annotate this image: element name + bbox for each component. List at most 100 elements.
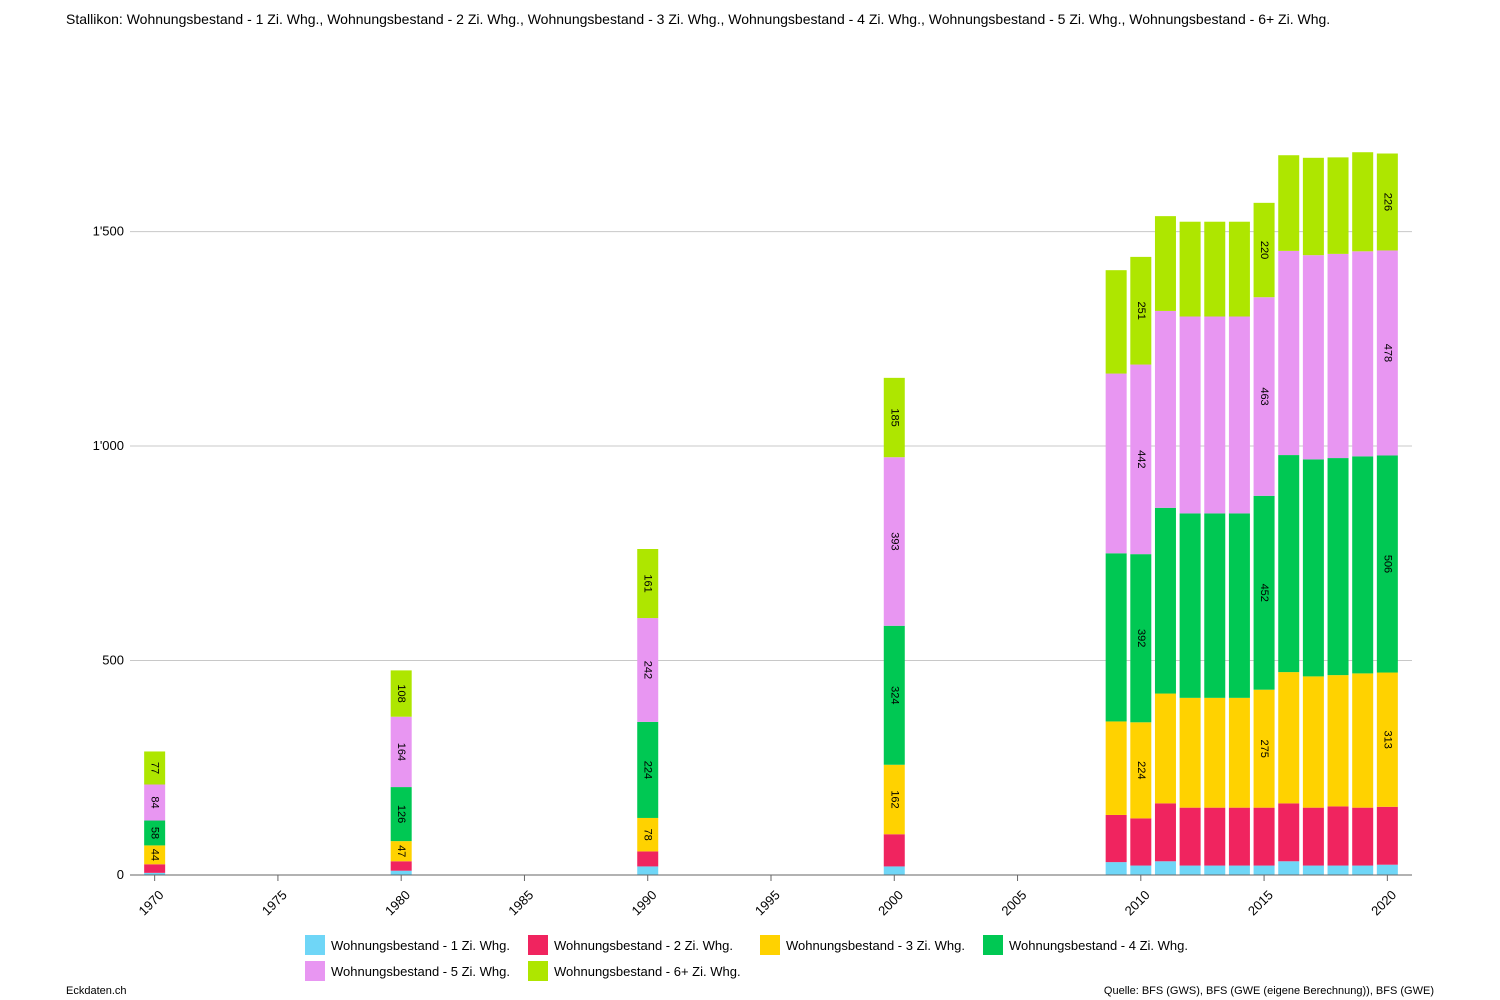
bar-segment (144, 872, 166, 875)
data-label: 220 (1258, 241, 1270, 259)
y-tick-label: 1'500 (93, 224, 124, 239)
bar-segment (1130, 364, 1152, 555)
y-tick-label: 500 (102, 653, 124, 668)
data-label: 324 (888, 686, 900, 704)
legend-item-5-zi[interactable]: Wohnungsbestand - 5 Zi. Whg. (305, 961, 528, 981)
data-label: 463 (1258, 387, 1270, 405)
data-label: 58 (149, 827, 161, 839)
bar-segment (1376, 672, 1398, 807)
x-tick-label: 1990 (629, 887, 660, 918)
bar-segment (1327, 806, 1349, 866)
chart-legend: Wohnungsbestand - 1 Zi. Whg. Wohnungsbes… (305, 932, 1305, 984)
data-label: 506 (1381, 555, 1393, 573)
bar-segment (390, 716, 412, 788)
legend-item-4-zi[interactable]: Wohnungsbestand - 4 Zi. Whg. (983, 935, 1188, 955)
bar-segment (144, 845, 166, 865)
bar-segment (1302, 676, 1324, 808)
legend-label: Wohnungsbestand - 5 Zi. Whg. (331, 963, 510, 979)
bar-segment (1105, 553, 1127, 722)
bar-segment (1327, 253, 1349, 459)
bar-segment (883, 377, 905, 458)
legend-swatch (305, 961, 325, 981)
data-label: 164 (395, 743, 407, 761)
bar-segment (637, 618, 659, 722)
bar-segment (1105, 721, 1127, 815)
bar-segment (1154, 861, 1176, 875)
legend-label: Wohnungsbestand - 6+ Zi. Whg. (554, 963, 741, 979)
bar-segment (1327, 865, 1349, 875)
bar-segment (637, 549, 659, 619)
bar-segment (1105, 814, 1127, 863)
bar-segment (1352, 807, 1374, 866)
data-label: 108 (395, 684, 407, 702)
bar-segment (144, 784, 166, 821)
bar-segment (1302, 807, 1324, 866)
legend-swatch (760, 935, 780, 955)
bar-segment (1253, 495, 1275, 690)
x-tick-label: 1985 (505, 887, 536, 918)
data-label: 161 (642, 574, 654, 592)
legend-item-3-zi[interactable]: Wohnungsbestand - 3 Zi. Whg. (760, 935, 983, 955)
footer-source: Quelle: BFS (GWS), BFS (GWE (eigene Bere… (1103, 985, 1434, 997)
bar-segment (1278, 803, 1300, 862)
bar-segment (1154, 803, 1176, 862)
bar-segment (1327, 157, 1349, 254)
bar-segment (1278, 155, 1300, 251)
bar-segment (1179, 865, 1201, 875)
bar-segment (1352, 152, 1374, 252)
bar-segment (1179, 221, 1201, 317)
bar-segment (1376, 864, 1398, 875)
legend-swatch (305, 935, 325, 955)
legend-label: Wohnungsbestand - 2 Zi. Whg. (554, 937, 733, 953)
data-label: 78 (642, 829, 654, 841)
legend-item-2-zi[interactable]: Wohnungsbestand - 2 Zi. Whg. (528, 935, 760, 955)
bar-segment (144, 864, 166, 873)
bar-segment (1130, 818, 1152, 866)
legend-swatch (528, 935, 548, 955)
y-tick-label: 0 (117, 867, 124, 882)
legend-row-2: Wohnungsbestand - 5 Zi. Whg. Wohnungsbes… (305, 958, 1305, 984)
bar-segment (1105, 862, 1127, 875)
bar-segment (1154, 507, 1176, 694)
bar-segment (1253, 865, 1275, 875)
legend-label: Wohnungsbestand - 1 Zi. Whg. (331, 937, 510, 953)
data-label: 224 (1135, 761, 1147, 779)
x-tick-label: 1980 (382, 887, 413, 918)
bar-segment (1204, 221, 1226, 317)
bar-segment (1327, 675, 1349, 807)
bar-segment (1228, 865, 1250, 875)
legend-item-6-zi[interactable]: Wohnungsbestand - 6+ Zi. Whg. (528, 961, 760, 981)
data-label: 47 (395, 845, 407, 857)
bar-segment (1179, 807, 1201, 866)
bar-segment (883, 457, 905, 626)
bar-segment (1179, 697, 1201, 808)
data-label: 392 (1135, 629, 1147, 647)
data-label: 162 (888, 790, 900, 808)
bar-segment (1278, 861, 1300, 875)
legend-item-1-zi[interactable]: Wohnungsbestand - 1 Zi. Whg. (305, 935, 528, 955)
legend-label: Wohnungsbestand - 4 Zi. Whg. (1009, 937, 1188, 953)
data-label: 226 (1381, 193, 1393, 211)
bar-segment (1352, 456, 1374, 674)
bar-segment (1130, 256, 1152, 365)
data-label: 77 (149, 762, 161, 774)
bar-segment (883, 866, 905, 875)
bar-segment (1154, 693, 1176, 804)
bar-segment (1376, 455, 1398, 673)
bar-segment (1204, 316, 1226, 514)
bar-segment (1302, 157, 1324, 256)
x-tick-label: 2000 (875, 887, 906, 918)
bar-segment (1130, 722, 1152, 819)
bar-segment (390, 787, 412, 842)
x-tick-label: 2010 (1122, 887, 1153, 918)
bar-segment (1352, 865, 1374, 875)
data-label: 452 (1258, 584, 1270, 602)
bar-segment (1179, 513, 1201, 698)
stacked-bar-chart: 0 500 1'000 1'500 44 58 84 77 47 126 164 108 78 224 24… (93, 152, 1412, 918)
x-tick-label: 2015 (1245, 887, 1276, 918)
bar-segment (1130, 554, 1152, 723)
bar-segment (144, 751, 166, 785)
x-tick-label: 1975 (259, 887, 290, 918)
bar-segment (1228, 513, 1250, 698)
y-tick-label: 1'000 (93, 438, 124, 453)
